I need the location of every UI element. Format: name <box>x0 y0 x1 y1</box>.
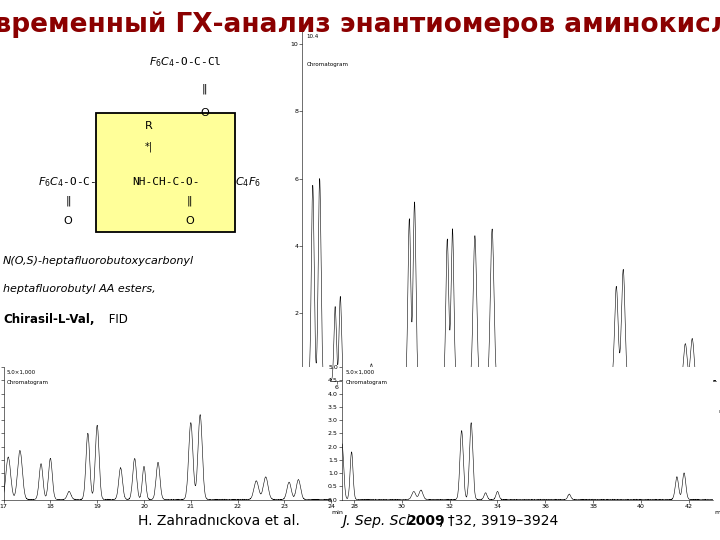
Text: H. Zahradnıckova et al.: H. Zahradnıckova et al. <box>138 514 314 528</box>
Text: $C_4F_6$: $C_4F_6$ <box>235 175 261 188</box>
Text: *|: *| <box>145 141 153 152</box>
Text: Chromatogram: Chromatogram <box>7 380 49 386</box>
Text: $F_6C_4$-O-C-Cl: $F_6C_4$-O-C-Cl <box>150 55 222 69</box>
Text: FID: FID <box>105 313 128 326</box>
Text: ‖: ‖ <box>186 195 192 206</box>
Text: Современный ГХ-анализ энантиомеров аминокислот: Современный ГХ-анализ энантиомеров амино… <box>0 12 720 38</box>
Text: R: R <box>145 121 153 131</box>
Text: Chromatogram: Chromatogram <box>307 62 348 68</box>
Text: Chirasil-L-Val,: Chirasil-L-Val, <box>3 313 94 326</box>
Text: 5.0×1,000: 5.0×1,000 <box>7 370 36 375</box>
X-axis label: min: min <box>714 510 720 515</box>
Text: heptafluorobutyl AA esters,: heptafluorobutyl AA esters, <box>3 285 156 294</box>
Text: 10.4: 10.4 <box>307 34 319 39</box>
Text: Chromatogram: Chromatogram <box>346 380 387 386</box>
Text: O: O <box>200 107 209 118</box>
Text: $F_6C_4$-O-C-: $F_6C_4$-O-C- <box>37 175 96 188</box>
Text: , †32, 3919–3924: , †32, 3919–3924 <box>439 514 559 528</box>
Text: N(O,S)-heptafluorobutoxycarbonyl: N(O,S)-heptafluorobutoxycarbonyl <box>3 255 194 266</box>
Text: O: O <box>64 216 73 226</box>
X-axis label: min: min <box>332 510 343 515</box>
Bar <box>96 113 235 232</box>
X-axis label: min: min <box>719 409 720 414</box>
Text: J. Sep. Sci.: J. Sep. Sci. <box>342 514 414 528</box>
Text: O: O <box>185 216 194 226</box>
Text: ‖: ‖ <box>202 84 207 94</box>
Text: 5.0×1,000: 5.0×1,000 <box>346 370 375 375</box>
Text: 2009: 2009 <box>407 514 446 528</box>
Text: ‖: ‖ <box>66 195 71 206</box>
Text: NH-CH-C-O-: NH-CH-C-O- <box>132 177 199 187</box>
